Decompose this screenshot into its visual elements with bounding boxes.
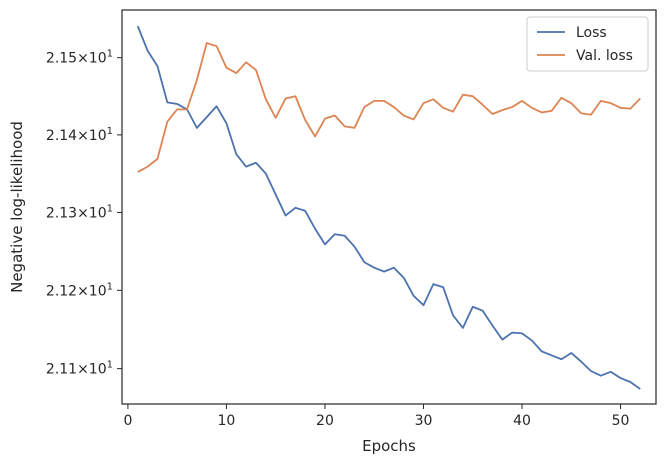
legend: Loss Val. loss <box>526 16 649 72</box>
x-tick-label: 30 <box>415 413 433 429</box>
x-tick-label: 10 <box>218 413 236 429</box>
plot-area <box>121 9 657 405</box>
y-tick-label: 2.11×101 <box>46 360 113 378</box>
x-tick-label: 50 <box>612 413 630 429</box>
x-tick-label: 40 <box>513 413 531 429</box>
plot-background <box>122 10 656 404</box>
legend-label: Val. loss <box>576 48 633 64</box>
y-axis: 2.11×101 2.12×101 2.13×101 2.14×101 2.15×101 <box>46 49 122 378</box>
x-axis: 0 10 20 30 40 50 <box>123 404 629 429</box>
y-tick-label: 2.14×101 <box>46 126 113 144</box>
y-tick-label: 2.12×101 <box>46 281 113 299</box>
legend-box <box>526 16 649 72</box>
legend-label: Loss <box>576 25 607 41</box>
plot-frame <box>121 9 657 405</box>
series-line-loss <box>136 25 641 390</box>
y-tick-label: 2.15×101 <box>46 49 113 67</box>
y-tick-label: 2.13×101 <box>46 203 113 221</box>
x-tick-label: 0 <box>123 413 132 429</box>
x-axis-label: Epochs <box>362 437 416 455</box>
x-tick-label: 20 <box>316 413 334 429</box>
y-axis-label: Negative log-likelihood <box>8 121 26 293</box>
series-line-val-loss <box>137 42 641 173</box>
